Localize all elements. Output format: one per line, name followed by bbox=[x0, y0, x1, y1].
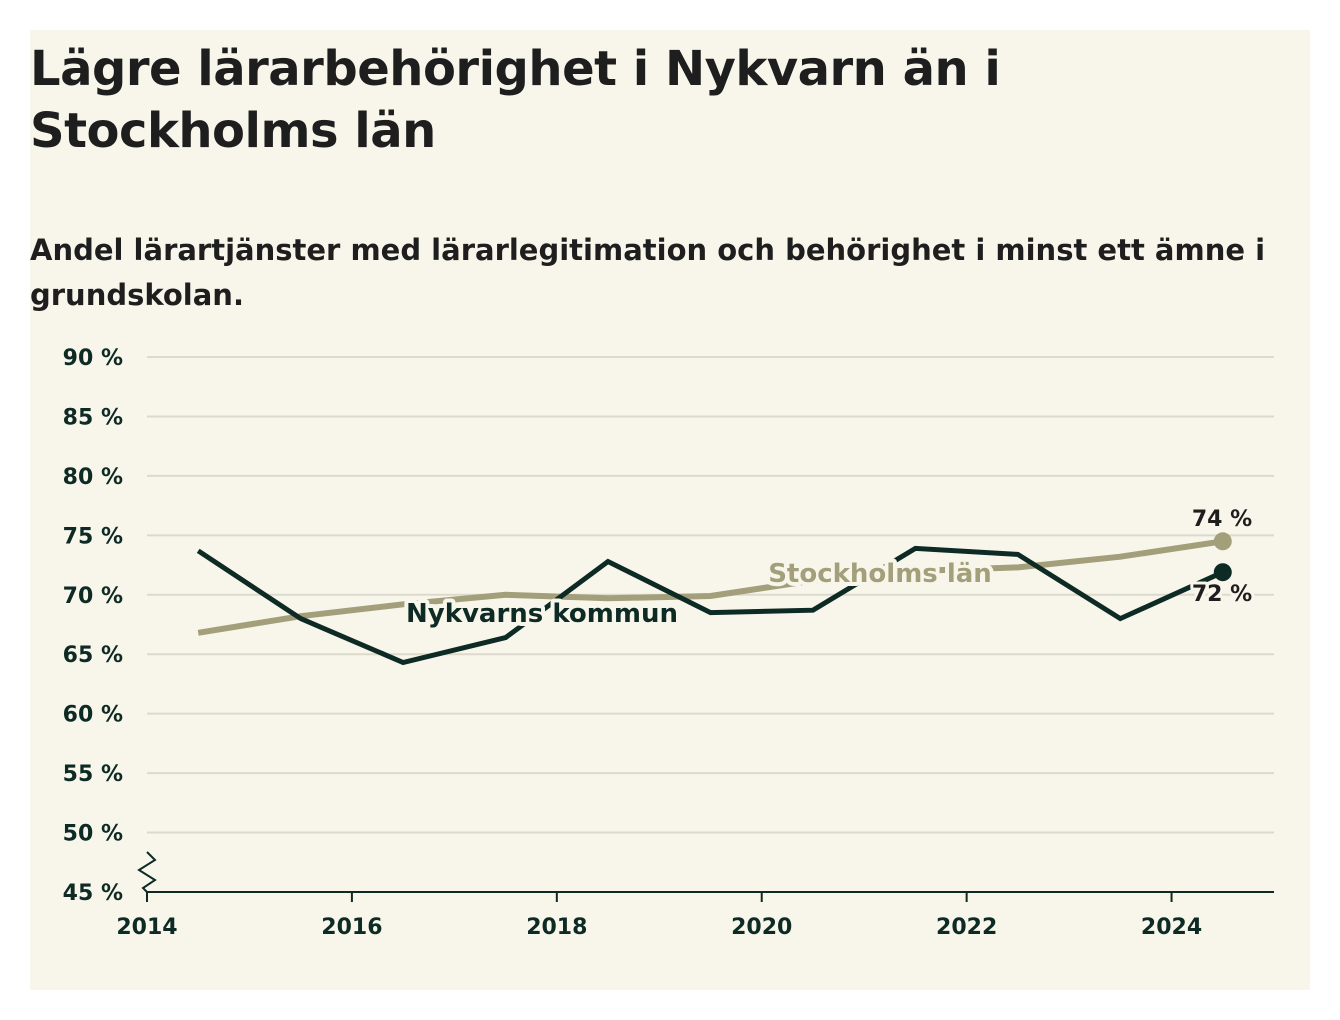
x-tick-label: 2018 bbox=[526, 915, 587, 940]
series-lines bbox=[196, 532, 1232, 666]
y-tick-label: 90 % bbox=[63, 346, 123, 371]
series-name-label: Nykvarns kommun bbox=[406, 599, 678, 629]
x-tick-label: 2014 bbox=[116, 915, 177, 940]
y-tick-label: 85 % bbox=[63, 405, 123, 430]
end-value-label: 74 % bbox=[1192, 507, 1252, 532]
x-axis: 2014 2016 2018 2020 2022 2024 bbox=[116, 851, 1274, 940]
y-tick-label: 75 % bbox=[63, 524, 123, 549]
end-value-label: 72 % bbox=[1192, 582, 1252, 607]
series-line-nykvarns-kommun bbox=[196, 545, 1224, 666]
axis-break-icon bbox=[137, 851, 157, 893]
chart-title: Lägre lärarbehörighet i Nykvarn än i Sto… bbox=[30, 41, 1001, 159]
y-tick-label: 50 % bbox=[63, 822, 123, 847]
grid-lines bbox=[147, 356, 1274, 834]
series-name-label: Stockholms län bbox=[768, 559, 992, 589]
y-axis-ticks: 45 % 50 % 55 % 60 % 65 % 70 % 75 % 80 % 85 % 90 % bbox=[63, 346, 123, 906]
series-labels: Stockholms län Nykvarns kommun 74 % 72 % bbox=[402, 504, 1255, 633]
series-line-stockholms-lan bbox=[197, 538, 1224, 636]
chart-card bbox=[30, 30, 1310, 990]
y-tick-label: 60 % bbox=[63, 703, 123, 728]
end-point-marker bbox=[1213, 563, 1232, 582]
y-tick-label: 70 % bbox=[63, 584, 123, 609]
x-tick-label: 2016 bbox=[321, 915, 382, 940]
x-tick-label: 2022 bbox=[936, 915, 997, 940]
x-tick-label: 2020 bbox=[731, 915, 792, 940]
y-tick-label: 55 % bbox=[63, 762, 123, 787]
y-tick-label: 45 % bbox=[63, 881, 123, 906]
y-tick-label: 80 % bbox=[63, 465, 123, 490]
y-tick-label: 65 % bbox=[63, 643, 123, 668]
x-tick-label: 2024 bbox=[1141, 915, 1202, 940]
chart-subtitle: Andel lärartjänster med lärarlegitimatio… bbox=[30, 233, 1266, 312]
end-point-marker bbox=[1213, 532, 1232, 551]
